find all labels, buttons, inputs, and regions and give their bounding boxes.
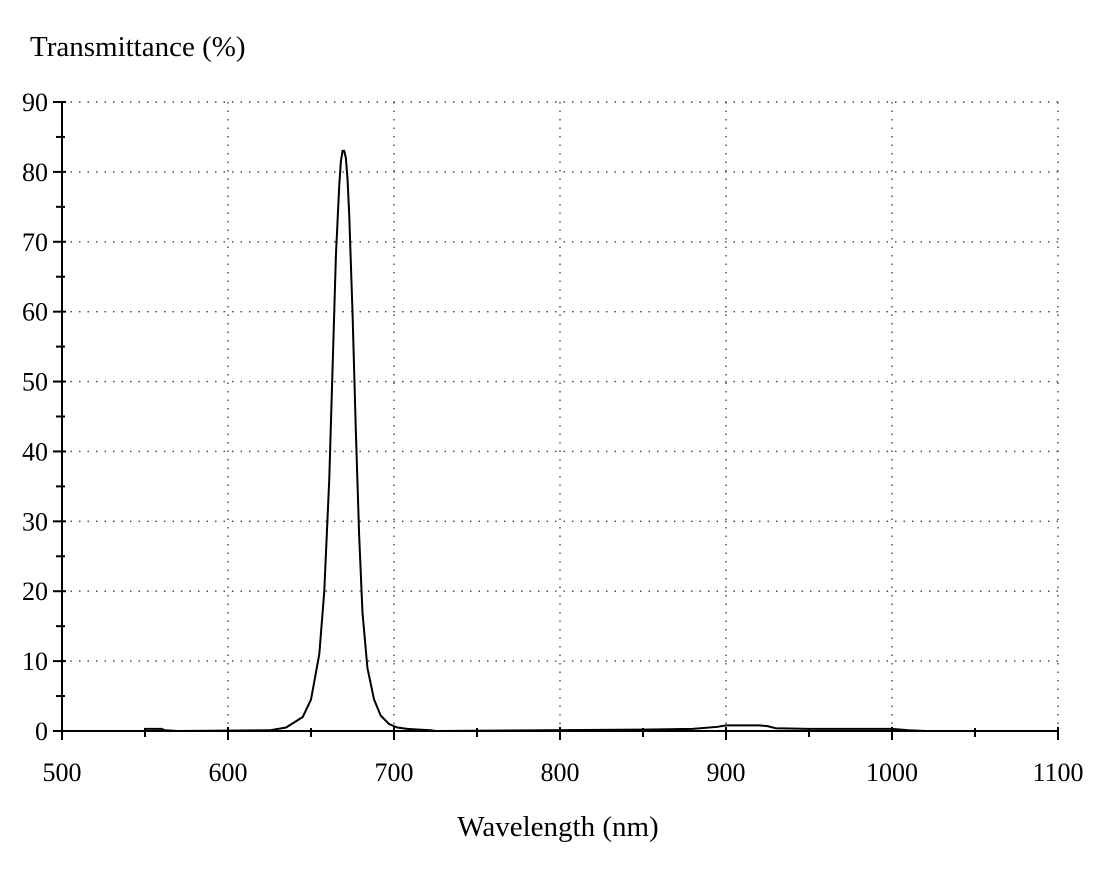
label-layer: 0 10 20 30 40 50 60 70 80 90 500 600 700 800 900 1000 11…	[22, 88, 1084, 787]
x-tick-label: 700	[375, 758, 414, 787]
x-tick-label: 1100	[1032, 758, 1083, 787]
y-tick-label: 20	[22, 577, 48, 606]
x-axis-title: Wavelength (nm)	[457, 811, 658, 843]
x-tick-label: 900	[707, 758, 746, 787]
series-layer	[145, 149, 926, 733]
axis-layer	[53, 101, 1059, 740]
y-tick-label: 50	[22, 368, 48, 397]
x-tick-label: 1000	[866, 758, 918, 787]
transmittance-series-line	[145, 149, 926, 733]
y-tick-label: 70	[22, 228, 48, 257]
y-tick-label: 10	[22, 647, 48, 676]
x-tick-label: 800	[541, 758, 580, 787]
y-tick-label: 30	[22, 507, 48, 536]
y-axis-title: Transmittance (%)	[30, 31, 246, 63]
y-tick-label: 80	[22, 158, 48, 187]
y-tick-label: 0	[35, 717, 48, 746]
y-tick-label: 60	[22, 298, 48, 327]
x-tick-label: 600	[209, 758, 248, 787]
x-tick-label: 500	[43, 758, 82, 787]
grid-layer	[62, 101, 1059, 731]
y-tick-label: 90	[22, 88, 48, 117]
y-tick-label: 40	[22, 437, 48, 466]
